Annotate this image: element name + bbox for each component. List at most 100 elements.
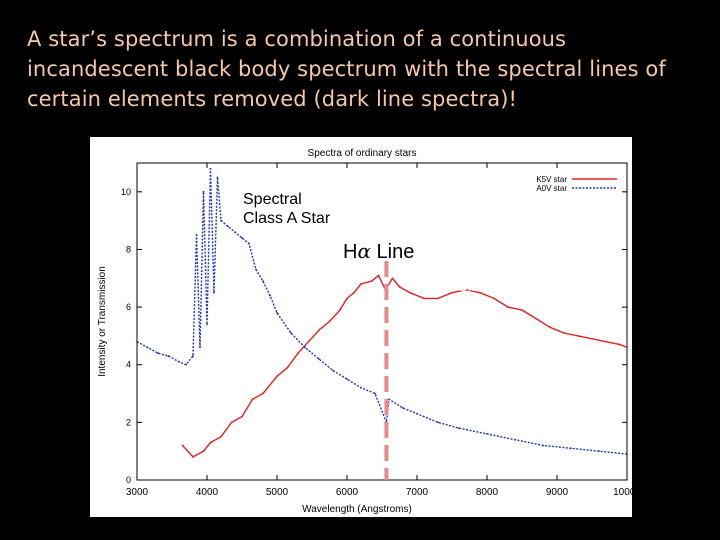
spectrum-chart: 3000 4000 5000 6000 7000 8000 9000 10000 0 2 4 6 8 10… xyxy=(97,148,632,515)
spectral-class-k-label: Spectral Class K Star xyxy=(457,258,540,296)
class-a-line1: Spectral xyxy=(243,191,302,208)
data-point xyxy=(377,274,380,277)
x-tick-label: 8000 xyxy=(476,487,499,498)
class-k-line2: Class K Star xyxy=(457,278,541,295)
data-point xyxy=(598,450,600,453)
data-point xyxy=(374,392,376,395)
data-point xyxy=(479,291,481,294)
data-point xyxy=(241,415,243,418)
data-point xyxy=(192,355,194,357)
data-point xyxy=(398,286,401,288)
data-point xyxy=(328,320,331,323)
data-point xyxy=(514,438,516,441)
x-tick-label: 5000 xyxy=(266,487,289,498)
data-point xyxy=(332,369,334,372)
data-point xyxy=(626,346,628,349)
class-a-line2: Class A Star xyxy=(243,210,331,227)
spectrum-figure: 3000 4000 5000 6000 7000 8000 9000 10000 0 2 4 6 8 10… xyxy=(90,137,632,517)
data-point xyxy=(318,329,320,332)
h-alpha-line-label: Hα Line xyxy=(343,240,414,263)
y-tick-label: 8 xyxy=(126,244,131,254)
series-line-k5v xyxy=(181,274,628,458)
data-point xyxy=(255,268,257,271)
data-point xyxy=(391,277,394,280)
data-point xyxy=(286,366,289,369)
data-point xyxy=(269,294,271,297)
class-k-line1: Spectral xyxy=(457,259,513,276)
legend-label: A0V star xyxy=(536,184,567,193)
y-tick-label: 10 xyxy=(121,187,131,197)
x-axis-label: Wavelength (Angstroms) xyxy=(302,504,412,515)
data-point xyxy=(262,392,264,395)
x-tick-label: 7000 xyxy=(406,487,429,498)
data-point xyxy=(318,358,320,360)
data-point xyxy=(213,291,215,294)
y-tick-label: 6 xyxy=(126,302,131,312)
data-point xyxy=(353,291,355,294)
data-point xyxy=(262,280,264,283)
y-tick-label: 2 xyxy=(126,417,131,427)
data-point xyxy=(227,225,229,228)
h-alpha-greek: α xyxy=(357,239,371,263)
data-point xyxy=(209,167,212,170)
data-point xyxy=(458,427,460,430)
data-point xyxy=(451,291,453,294)
data-point xyxy=(423,297,425,300)
data-point xyxy=(192,456,194,458)
data-point xyxy=(202,190,205,193)
data-point xyxy=(185,363,187,366)
data-point xyxy=(437,297,439,300)
data-point xyxy=(549,326,551,329)
plot-frame xyxy=(136,162,628,481)
y-axis-label: Intensity or Transmission xyxy=(97,266,108,377)
data-point xyxy=(157,352,159,355)
data-point xyxy=(577,335,579,337)
data-point xyxy=(360,283,362,285)
data-point xyxy=(360,386,362,389)
data-point xyxy=(465,288,467,291)
data-point xyxy=(388,398,390,401)
x-tick-label: 6000 xyxy=(336,487,359,498)
data-point xyxy=(220,219,222,222)
data-point xyxy=(216,176,219,179)
data-point xyxy=(136,340,138,343)
x-tick-label: 9000 xyxy=(546,487,569,498)
data-point xyxy=(521,309,523,311)
series-line-a0v xyxy=(136,168,628,455)
data-point xyxy=(220,435,222,438)
data-point xyxy=(416,412,418,415)
data-point xyxy=(297,352,299,355)
x-tick-label: 3000 xyxy=(126,487,149,498)
data-point xyxy=(206,323,208,326)
data-point xyxy=(276,311,278,314)
data-point xyxy=(276,375,278,378)
h-alpha-symbol: H xyxy=(343,241,358,263)
data-point xyxy=(409,291,411,294)
data-point xyxy=(304,346,306,349)
slide-title: A star’s spectrum is a combination of a … xyxy=(27,27,666,111)
data-point xyxy=(605,340,607,343)
x-tick-label: 4000 xyxy=(196,487,219,498)
data-point xyxy=(178,360,180,363)
data-point xyxy=(563,332,565,334)
data-point xyxy=(248,242,250,245)
data-point xyxy=(370,280,373,283)
chart-title: Spectra of ordinary stars xyxy=(308,148,417,159)
h-alpha-word: Line xyxy=(376,241,415,263)
spectral-class-a-label: Spectral Class A Star xyxy=(243,190,330,228)
series-k5v xyxy=(181,274,628,458)
data-point xyxy=(346,378,348,381)
data-point xyxy=(437,421,439,424)
data-point xyxy=(167,355,170,357)
legend-label: K5V star xyxy=(536,175,567,184)
data-point xyxy=(202,450,205,453)
y-tick-label: 4 xyxy=(126,360,131,370)
data-point xyxy=(570,447,572,450)
data-point xyxy=(542,444,544,447)
data-point xyxy=(307,340,310,343)
data-point xyxy=(339,309,341,311)
data-point xyxy=(535,317,537,320)
data-point xyxy=(507,306,509,308)
data-point xyxy=(230,421,233,424)
